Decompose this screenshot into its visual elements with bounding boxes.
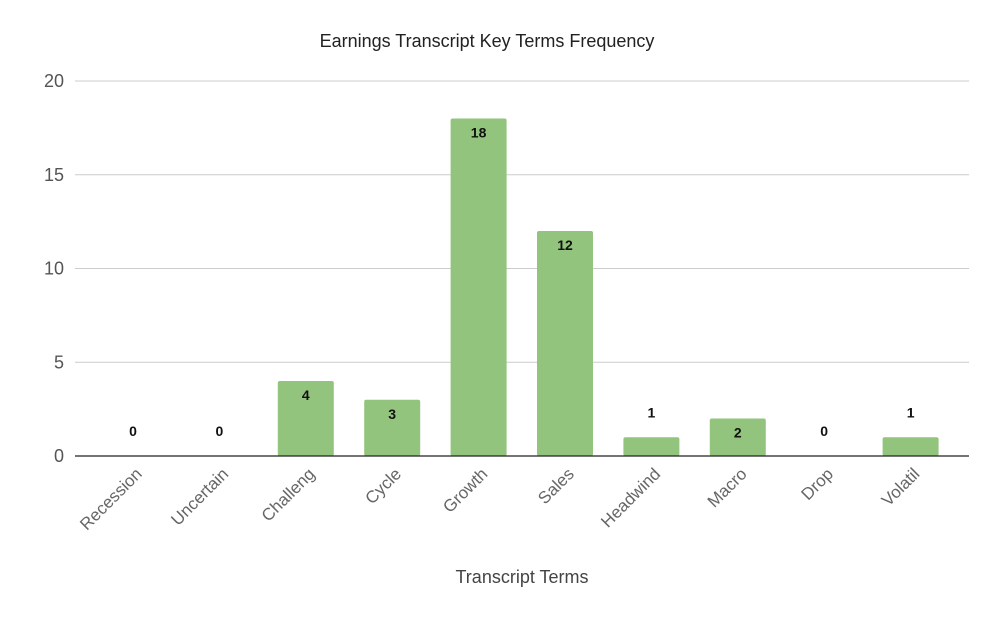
chart-title: Earnings Transcript Key Terms Frequency [320, 31, 655, 51]
x-tick-label-macro: Macro [704, 464, 751, 511]
data-label-macro: 2 [734, 425, 742, 441]
data-label-growth: 18 [471, 125, 487, 141]
bar-volatil [882, 437, 939, 456]
data-label-challeng: 4 [302, 387, 310, 403]
bar-macro [709, 418, 766, 456]
x-tick-label-sales: Sales [534, 464, 578, 508]
data-label-cycle: 3 [388, 406, 396, 422]
y-tick-label: 5 [54, 352, 64, 372]
x-axis-title: Transcript Terms [455, 567, 588, 587]
x-tick-label-growth: Growth [439, 464, 491, 516]
bar-cycle [364, 399, 421, 456]
x-tick-label-drop: Drop [798, 464, 837, 503]
x-tick-label-uncertain: Uncertain [167, 464, 232, 529]
data-label-uncertain: 0 [216, 423, 224, 439]
y-tick-label: 10 [44, 259, 64, 279]
x-axis-ticks: Recession Uncertain Challeng Cycle Growth Sal… [76, 464, 923, 534]
data-label-recession: 0 [129, 423, 137, 439]
x-tick-label-cycle: Cycle [362, 464, 405, 507]
data-label-drop: 0 [820, 423, 828, 439]
data-label-headwind: 1 [648, 404, 656, 420]
bar-headwind [623, 437, 680, 456]
bar-sales [537, 231, 593, 456]
data-label-sales: 12 [557, 237, 573, 253]
y-tick-label: 15 [44, 165, 64, 185]
bar-growth [450, 118, 507, 456]
y-tick-label: 20 [44, 71, 64, 91]
x-tick-label-recession: Recession [76, 464, 146, 534]
gridlines [75, 80, 969, 363]
y-axis-ticks: 0 5 10 15 20 [44, 71, 64, 466]
x-tick-label-volatil: Volatil [878, 464, 924, 510]
x-tick-label-headwind: Headwind [597, 464, 664, 531]
bars [277, 118, 939, 456]
x-tick-label-challeng: Challeng [258, 464, 319, 525]
bar-challeng [277, 381, 334, 456]
y-tick-label: 0 [54, 446, 64, 466]
data-label-volatil: 1 [907, 404, 915, 420]
